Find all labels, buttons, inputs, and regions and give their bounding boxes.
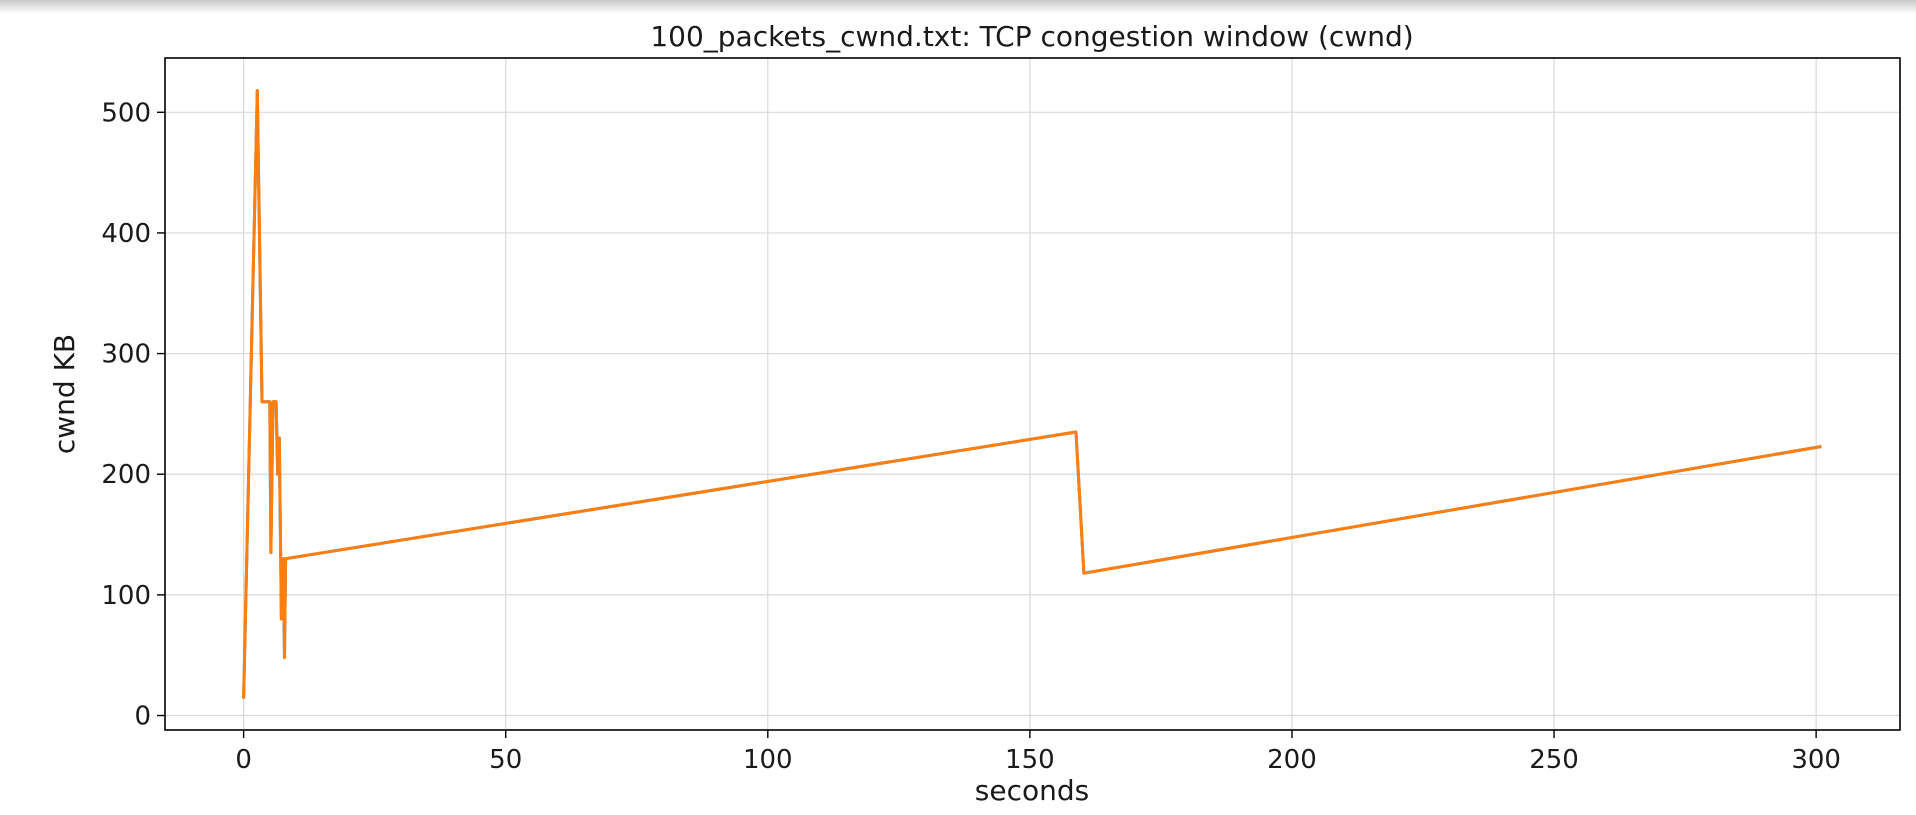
y-tick-label: 400	[101, 219, 151, 249]
grid-lines	[165, 58, 1900, 730]
y-tick-label: 500	[101, 98, 151, 128]
series-line-2	[242, 89, 1822, 699]
x-tick-label: 100	[743, 745, 793, 775]
x-tick-label: 200	[1267, 745, 1317, 775]
series-layer	[242, 89, 1822, 699]
plot-frame	[164, 57, 1901, 731]
x-axis-label: seconds	[975, 774, 1089, 807]
x-tick-label: 300	[1791, 745, 1841, 775]
y-tick-label: 300	[101, 340, 151, 370]
x-tick-label: 50	[489, 745, 522, 775]
x-tick-label: 250	[1529, 745, 1579, 775]
y-tick-label: 0	[134, 702, 151, 732]
top-shadow	[0, 0, 1916, 14]
y-tick-label: 200	[101, 460, 151, 490]
y-tick-label: 100	[101, 581, 151, 611]
y-axis-label: cwnd KB	[48, 334, 81, 454]
chart-title: 100_packets_cwnd.txt: TCP congestion win…	[650, 20, 1413, 53]
x-tick-label: 150	[1005, 745, 1055, 775]
series-line-1	[242, 89, 1822, 699]
axis-ticks: 0 50 100 150 200 250 300 0 100 200 300 400 500	[101, 98, 1841, 775]
x-tick-label: 0	[235, 745, 252, 775]
